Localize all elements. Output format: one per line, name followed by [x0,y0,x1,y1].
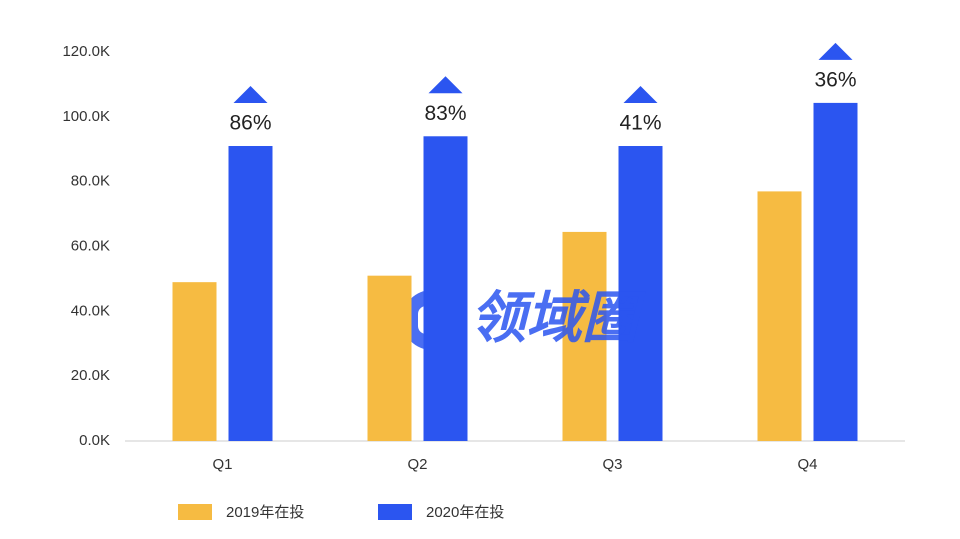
bar [172,282,217,441]
growth-label: 36% [814,68,856,91]
y-tick-label: 0.0K [79,432,110,449]
watermark: 领域圈 [470,286,646,349]
growth-label: 83% [424,102,466,125]
bar [562,231,607,441]
bar [228,146,273,441]
growth-label: 86% [229,112,271,135]
growth-arrow [428,76,463,94]
legend-label: 2019年在投 [226,504,304,521]
bar [618,146,663,441]
x-tick-label: Q1 [212,456,232,473]
growth-label: 41% [619,112,661,135]
bar [757,191,802,441]
x-tick-label: Q4 [797,456,817,473]
bar [813,102,858,441]
bar [423,136,468,442]
y-tick-label: 20.0K [71,367,110,384]
y-tick-label: 120.0K [62,43,110,60]
bar [367,275,412,441]
legend-swatch [178,504,212,520]
growth-arrow [623,86,658,104]
y-tick-label: 40.0K [71,302,110,319]
legend-swatch [378,504,412,520]
y-tick-label: 80.0K [71,173,110,190]
x-tick-label: Q2 [407,456,427,473]
legend-label: 2020年在投 [426,504,504,521]
y-tick-label: 60.0K [71,237,110,254]
growth-arrow [818,42,853,60]
y-tick-label: 100.0K [62,108,110,125]
growth-arrow [233,86,268,104]
x-tick-label: Q3 [602,456,622,473]
